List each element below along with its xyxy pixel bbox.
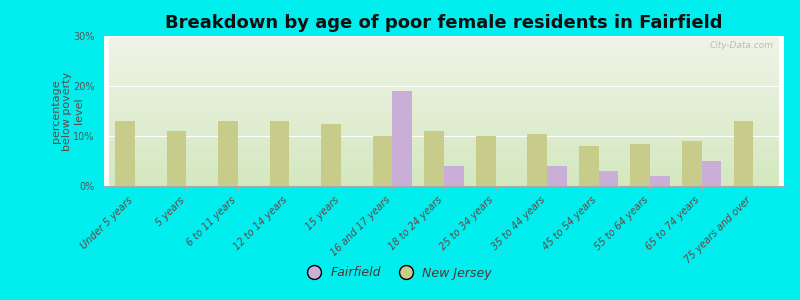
Bar — [734, 121, 753, 186]
Bar — [579, 146, 598, 186]
Bar — [650, 176, 670, 186]
Bar — [167, 131, 186, 186]
Bar — [322, 124, 341, 186]
Bar — [115, 121, 135, 186]
Bar — [630, 143, 650, 186]
Bar — [270, 121, 290, 186]
Bar — [682, 141, 702, 186]
Bar — [393, 91, 412, 186]
Bar — [444, 166, 463, 186]
Text: City-Data.com: City-Data.com — [710, 40, 774, 50]
Bar — [425, 131, 444, 186]
Bar — [598, 171, 618, 186]
Bar — [527, 134, 547, 186]
Legend: Fairfield, New Jersey: Fairfield, New Jersey — [308, 266, 492, 280]
Bar — [373, 136, 393, 186]
Bar — [547, 166, 566, 186]
Bar — [476, 136, 495, 186]
Bar — [702, 161, 721, 186]
Bar — [218, 121, 238, 186]
Title: Breakdown by age of poor female residents in Fairfield: Breakdown by age of poor female resident… — [166, 14, 722, 32]
Y-axis label: percentage
below poverty
level: percentage below poverty level — [50, 71, 84, 151]
